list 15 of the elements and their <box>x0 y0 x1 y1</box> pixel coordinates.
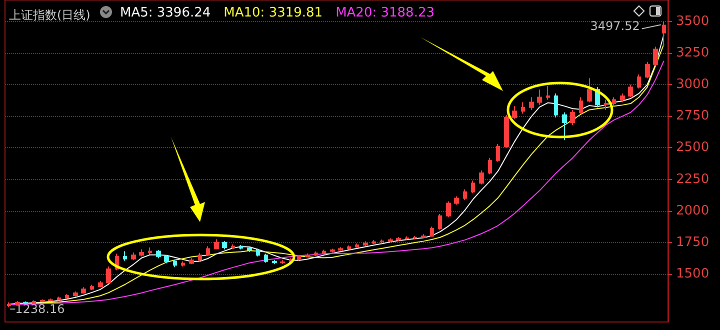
text: MA5: 3396.24 <box>120 6 211 20</box>
text: MA10: 3319.81 <box>224 6 323 20</box>
text: 上证指数(日线) <box>9 8 90 22</box>
text: MA20: 3188.23 <box>336 6 434 20</box>
y-tick-label: 1500 <box>676 266 710 282</box>
annotation: 1238.16 <box>15 302 65 316</box>
y-tick-label: 3000 <box>676 77 710 92</box>
annotation: 3497.52 <box>590 18 640 33</box>
y-tick-label: 1750 <box>676 234 710 250</box>
y-tick-label: 3500 <box>676 14 710 29</box>
y-tick-label: 2500 <box>676 140 710 156</box>
y-tick-label: 2750 <box>676 108 710 124</box>
y-tick-label: 2000 <box>676 203 710 218</box>
y-tick-label: 2250 <box>676 172 710 187</box>
y-tick-label: 3250 <box>676 46 710 61</box>
